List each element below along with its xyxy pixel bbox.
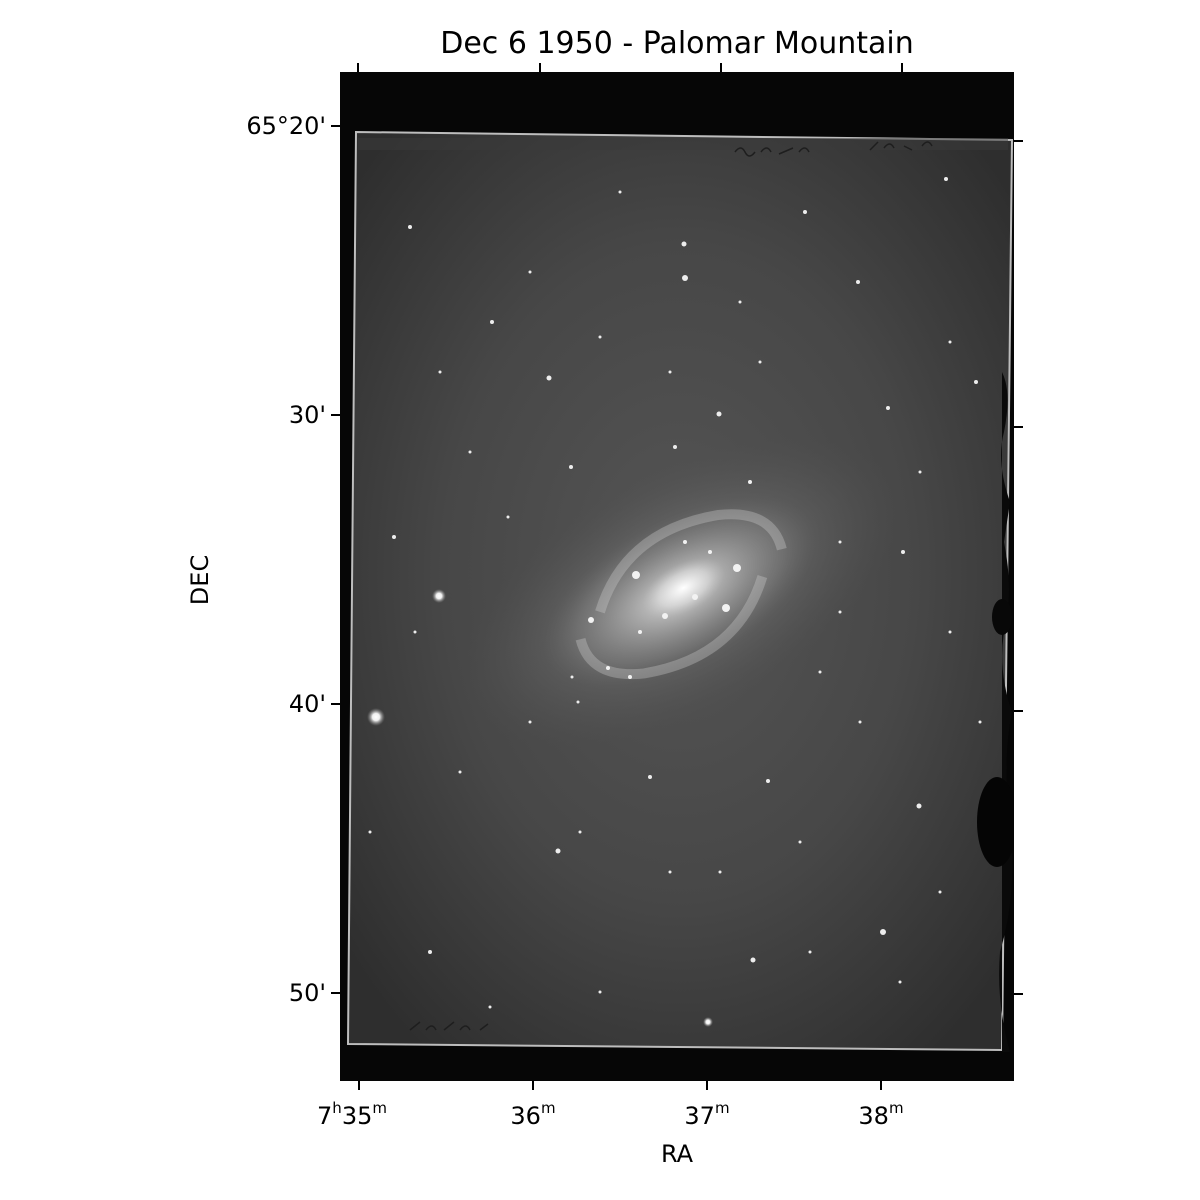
top-tick — [901, 63, 903, 72]
right-tick — [1014, 710, 1023, 712]
dec-tick-label: 65°20' — [246, 112, 326, 140]
ra-tick-label: 7h35m — [317, 1094, 387, 1130]
y-axis-label: DEC — [186, 554, 214, 606]
bright-star — [432, 589, 446, 603]
ra-tick-hours-unit: h — [332, 1099, 342, 1117]
galaxy-plate-image — [346, 130, 1014, 1052]
ra-tick-label: 37m — [684, 1094, 729, 1130]
top-tick — [539, 63, 541, 72]
ra-tick-minutes: 38 — [858, 1102, 889, 1130]
x-axis-label: RA — [660, 1140, 694, 1168]
field-stars — [368, 177, 982, 1009]
dec-tick-label: 40' — [288, 690, 326, 718]
ra-tick-minutes-unit: m — [540, 1099, 556, 1117]
ra-tick-minutes-unit: m — [888, 1099, 904, 1117]
plate-edge-damage — [999, 372, 1013, 1052]
ra-tick-hours: 7 — [317, 1102, 333, 1130]
bottom-tick — [880, 1081, 882, 1090]
bright-star — [367, 708, 385, 726]
left-tick — [331, 703, 340, 705]
ra-tick-minutes: 35 — [341, 1102, 373, 1130]
photographic-plate — [340, 72, 1014, 1081]
bottom-tick — [706, 1081, 708, 1090]
right-tick — [1014, 140, 1023, 142]
ra-tick-minutes-unit: m — [372, 1099, 387, 1117]
left-tick — [331, 125, 340, 127]
bright-star — [703, 1017, 713, 1027]
left-tick — [331, 992, 340, 994]
galaxy — [460, 437, 900, 747]
bottom-tick — [532, 1081, 534, 1090]
plate-handwriting — [409, 141, 933, 1031]
bottom-tick — [358, 1081, 360, 1090]
top-tick — [720, 63, 722, 72]
dec-tick-label: 50' — [288, 979, 326, 1007]
left-tick — [331, 414, 340, 416]
top-tick — [357, 63, 359, 72]
plot-title: Dec 6 1950 - Palomar Mountain — [440, 26, 914, 61]
ra-tick-minutes: 36 — [510, 1102, 541, 1130]
galaxy-knots — [588, 480, 752, 679]
right-tick — [1014, 426, 1023, 428]
ra-tick-minutes: 37 — [684, 1102, 715, 1130]
right-tick — [1014, 993, 1023, 995]
ra-tick-label: 38m — [858, 1094, 903, 1130]
ra-tick-label: 36m — [510, 1094, 555, 1130]
ra-tick-minutes-unit: m — [714, 1099, 730, 1117]
dec-tick-label: 30' — [288, 401, 326, 429]
